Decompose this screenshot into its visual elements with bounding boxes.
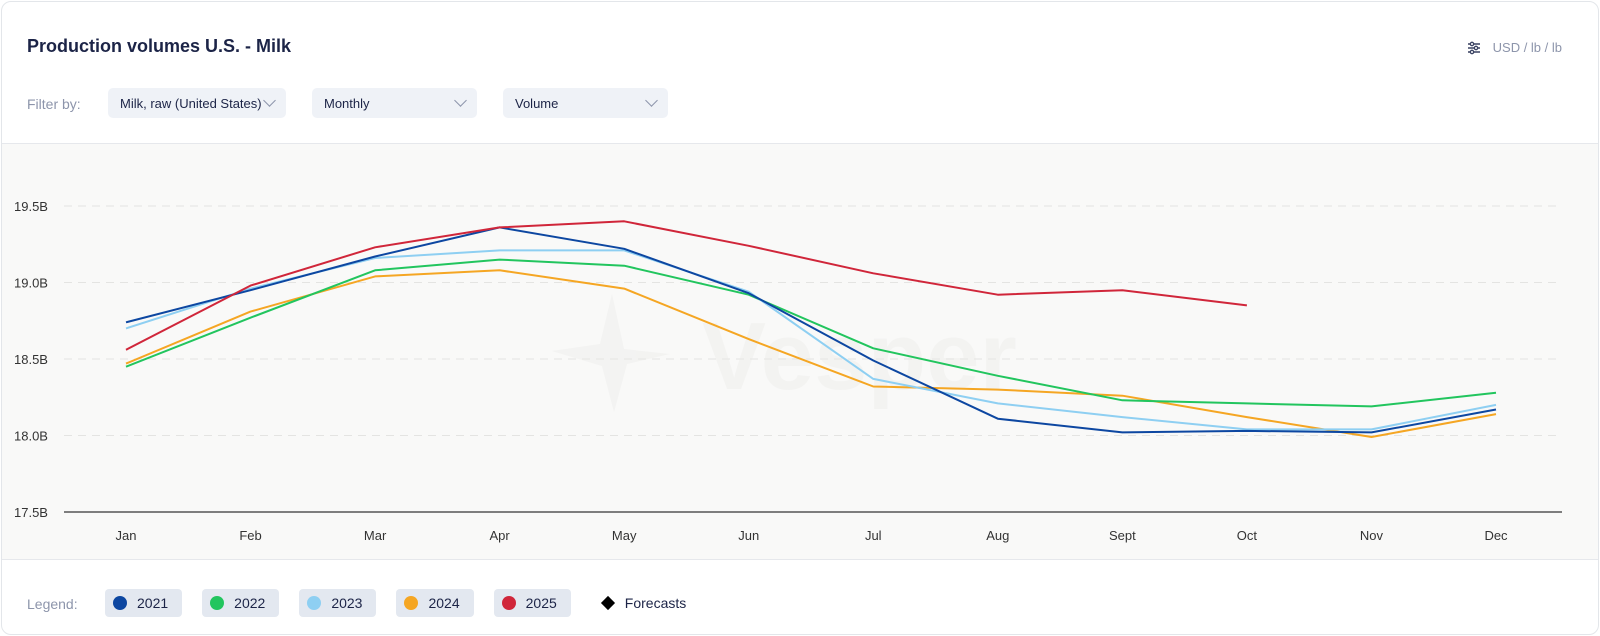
page-title: Production volumes U.S. - Milk — [27, 36, 292, 56]
line-chart: Vesper 17.5B 18.0B 18.5B 19.0B 19.5B Jan Feb M… — [14, 199, 1562, 543]
x-tick-label: Nov — [1360, 528, 1384, 543]
legend-item-label: 2023 — [331, 595, 363, 611]
x-tick-label: Sept — [1109, 528, 1136, 543]
y-tick-label: 17.5B — [14, 505, 48, 520]
x-tick-label: Mar — [364, 528, 387, 543]
product-dropdown[interactable]: Milk, raw (United States) — [108, 88, 286, 118]
legend-item-forecasts[interactable]: Forecasts — [600, 595, 687, 611]
series-line-2025[interactable] — [125, 220, 1248, 351]
x-tick-label: Aug — [986, 528, 1009, 543]
product-dropdown-value: Milk, raw (United States) — [120, 95, 262, 111]
legend-forecasts-label: Forecasts — [624, 595, 687, 611]
x-tick-label: Jun — [738, 528, 759, 543]
units-label: USD / lb / lb — [1492, 40, 1562, 55]
diamond-icon — [600, 595, 615, 611]
x-tick-label: Jul — [865, 528, 882, 543]
x-tick-label: Jan — [116, 528, 137, 543]
frequency-dropdown-value: Monthly — [324, 95, 370, 111]
legend-item-label: 2021 — [137, 595, 169, 611]
chevron-down-icon — [263, 94, 276, 107]
legend-item-2022[interactable]: 2022 — [202, 589, 280, 617]
sliders-icon — [1467, 41, 1481, 55]
legend-dot-icon — [210, 596, 225, 610]
measure-dropdown[interactable]: Volume — [503, 88, 668, 118]
measure-dropdown-value: Volume — [515, 95, 559, 111]
y-tick-label: 18.5B — [14, 352, 48, 367]
legend-label: Legend: — [27, 596, 78, 612]
filter-label: Filter by: — [27, 96, 81, 112]
x-tick-label: Dec — [1484, 528, 1508, 543]
y-tick-label: 19.5B — [14, 199, 48, 214]
legend-item-2021[interactable]: 2021 — [105, 589, 183, 617]
units-selector[interactable]: USD / lb / lb — [1467, 40, 1562, 55]
chevron-down-icon — [645, 94, 658, 107]
legend-dot-icon — [307, 596, 322, 610]
legend-item-2025[interactable]: 2025 — [493, 589, 571, 617]
chevron-down-icon — [454, 94, 467, 107]
legend-item-label: 2025 — [525, 595, 557, 611]
series-line-2022[interactable] — [125, 258, 1497, 408]
frequency-dropdown[interactable]: Monthly — [312, 88, 477, 118]
x-tick-label: Feb — [239, 528, 261, 543]
legend: 2021 2022 2023 2024 2025 Forecasts — [105, 589, 686, 617]
y-tick-label: 18.0B — [14, 429, 48, 444]
legend-dot-icon — [113, 596, 127, 610]
x-tick-label: May — [612, 528, 637, 543]
legend-dot-icon — [404, 596, 419, 610]
legend-item-label: 2024 — [428, 595, 460, 611]
series-line-2021[interactable] — [125, 226, 1497, 434]
y-tick-label: 19.0B — [14, 276, 48, 291]
plot-area: Vesper 17.5B 18.0B 18.5B 19.0B 19.5B Jan Feb M… — [2, 143, 1598, 560]
legend-item-label: 2022 — [234, 595, 266, 611]
x-tick-label: Oct — [1237, 528, 1258, 543]
series-line-2024[interactable] — [125, 269, 1497, 438]
legend-item-2024[interactable]: 2024 — [396, 589, 474, 617]
watermark-logo: Vesper — [552, 294, 1017, 412]
legend-dot-icon — [501, 596, 516, 610]
legend-item-2023[interactable]: 2023 — [299, 589, 377, 617]
watermark-text: Vesper — [702, 303, 1017, 410]
x-tick-label: Apr — [490, 528, 511, 543]
